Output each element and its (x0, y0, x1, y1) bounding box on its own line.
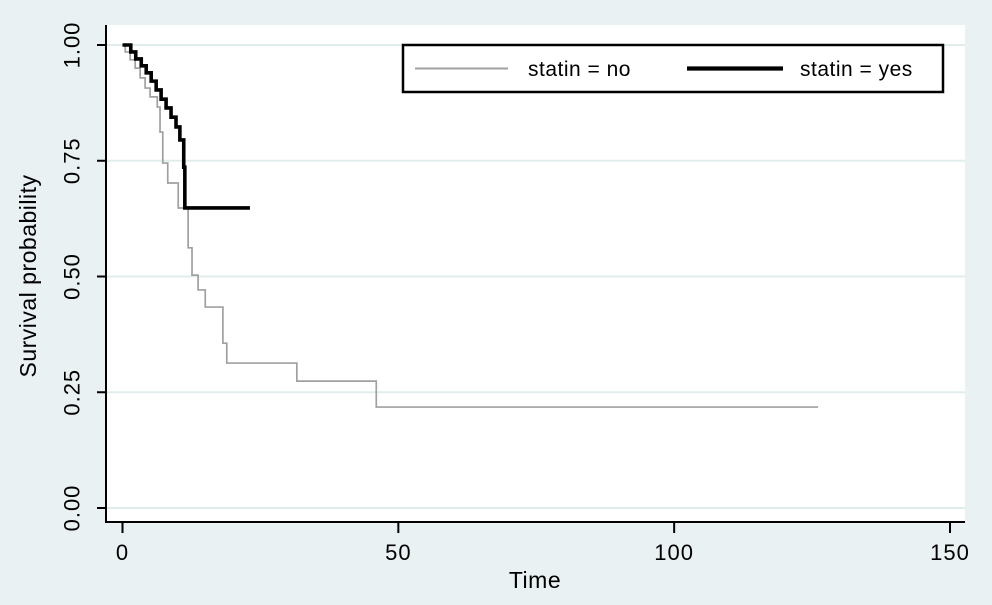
y-tick-label-0.75: 0.75 (60, 137, 85, 184)
series-curves (122, 43, 819, 408)
legend: statin = no statin = yes (401, 43, 945, 94)
axes: 0.00 0.25 0.50 0.75 1.00 0 50 100 150 (60, 22, 970, 565)
legend-box (401, 43, 945, 94)
x-tick-label-0: 0 (116, 540, 129, 565)
plot-area (105, 25, 965, 522)
legend-label-statin-yes: statin = yes (800, 58, 913, 81)
x-tick-label-150: 150 (930, 540, 970, 565)
legend-label-statin-no: statin = no (528, 58, 631, 81)
y-axis-title: Survival probability (15, 174, 41, 377)
x-tick-label-50: 50 (385, 540, 411, 565)
survival-curve-statin-yes (122, 43, 250, 210)
y-tick-label-1.00: 1.00 (60, 22, 85, 69)
x-tick-label-100: 100 (654, 540, 694, 565)
survival-curve-statin-no (122, 44, 819, 408)
y-tick-label-0.25: 0.25 (60, 369, 85, 416)
x-axis-title: Time (509, 567, 561, 593)
y-tick-label-0.50: 0.50 (60, 253, 85, 300)
y-tick-label-0.00: 0.00 (60, 485, 85, 532)
